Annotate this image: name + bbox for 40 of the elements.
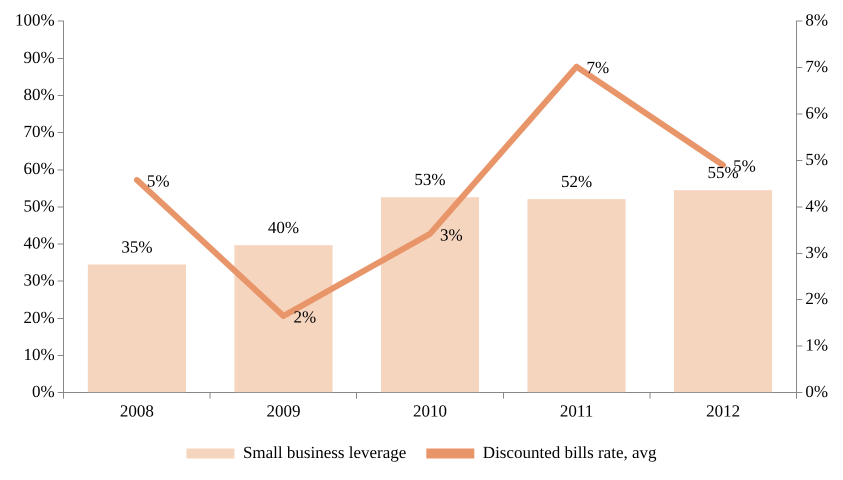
data-label: 5% (146, 171, 170, 190)
y-tick-label: 20% (23, 308, 55, 327)
y2-tick-label: 3% (805, 242, 828, 262)
x-tick-label: 2010 (413, 401, 447, 420)
bar (234, 245, 333, 392)
data-label: 3% (440, 225, 463, 244)
legend-label: Discounted bills rate, avg (482, 442, 658, 462)
x-tick-label: 2012 (706, 401, 740, 420)
y-tick-label: 90% (23, 48, 55, 67)
y-tick-label: 40% (23, 234, 55, 253)
x-tick-label: 2008 (120, 401, 154, 420)
y-tick-label: 10% (23, 344, 55, 364)
y2-tick-label: 4% (805, 196, 828, 216)
data-label: 2% (293, 307, 316, 326)
x-tick-label: 2011 (560, 401, 594, 420)
y2-tick-label: 0% (805, 382, 828, 402)
data-label: 35% (121, 237, 153, 256)
data-label: 40% (268, 218, 300, 238)
y2-tick-label: 1% (805, 336, 828, 355)
data-label: 52% (560, 172, 592, 192)
x-tick-label: 2009 (266, 401, 300, 420)
y-tick-label: 100% (14, 10, 55, 30)
bar (88, 264, 186, 392)
y-tick-label: 80% (23, 84, 55, 104)
y2-tick-label: 5% (805, 150, 828, 169)
y-tick-label: 60% (23, 159, 55, 178)
y-tick-label: 30% (23, 270, 55, 290)
data-label: 53% (414, 170, 446, 190)
y2-tick-label: 7% (805, 57, 828, 76)
bar (674, 190, 772, 392)
bar (380, 197, 480, 392)
y2-tick-label: 6% (805, 104, 828, 123)
y2-tick-label: 8% (805, 10, 828, 30)
y-tick-label: 0% (32, 382, 55, 402)
bar (527, 199, 626, 392)
y-tick-label: 50% (23, 196, 55, 216)
y2-tick-label: 2% (805, 289, 828, 308)
y-tick-label: 70% (23, 122, 55, 142)
legend-label: Small business leverage (242, 442, 406, 462)
data-label: 7% (586, 58, 610, 78)
